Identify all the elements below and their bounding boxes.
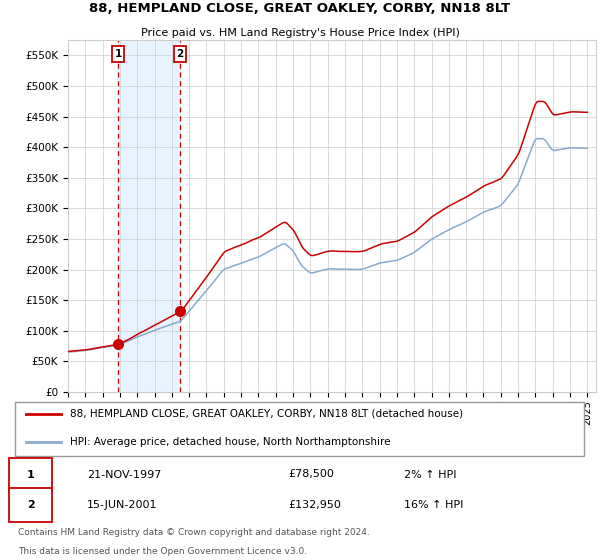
Text: 2: 2 (27, 500, 35, 510)
Text: 15-JUN-2001: 15-JUN-2001 (87, 500, 157, 510)
Bar (118, 40, 180, 392)
Text: £78,500: £78,500 (289, 469, 334, 479)
Text: 1: 1 (27, 469, 35, 479)
FancyBboxPatch shape (9, 458, 52, 491)
Text: 88, HEMPLAND CLOSE, GREAT OAKLEY, CORBY, NN18 8LT: 88, HEMPLAND CLOSE, GREAT OAKLEY, CORBY,… (89, 2, 511, 15)
Text: £132,950: £132,950 (289, 500, 341, 510)
Text: 21-NOV-1997: 21-NOV-1997 (87, 469, 161, 479)
Text: 88, HEMPLAND CLOSE, GREAT OAKLEY, CORBY, NN18 8LT (detached house): 88, HEMPLAND CLOSE, GREAT OAKLEY, CORBY,… (70, 409, 463, 419)
FancyBboxPatch shape (9, 488, 52, 522)
Text: Contains HM Land Registry data © Crown copyright and database right 2024.: Contains HM Land Registry data © Crown c… (18, 528, 370, 537)
Text: 2% ↑ HPI: 2% ↑ HPI (404, 469, 456, 479)
Text: HPI: Average price, detached house, North Northamptonshire: HPI: Average price, detached house, Nort… (70, 437, 390, 447)
Text: 16% ↑ HPI: 16% ↑ HPI (404, 500, 463, 510)
Text: 1: 1 (115, 49, 122, 59)
Text: This data is licensed under the Open Government Licence v3.0.: This data is licensed under the Open Gov… (18, 547, 307, 556)
Text: Price paid vs. HM Land Registry's House Price Index (HPI): Price paid vs. HM Land Registry's House … (140, 28, 460, 38)
FancyBboxPatch shape (15, 402, 584, 456)
Text: 2: 2 (176, 49, 184, 59)
